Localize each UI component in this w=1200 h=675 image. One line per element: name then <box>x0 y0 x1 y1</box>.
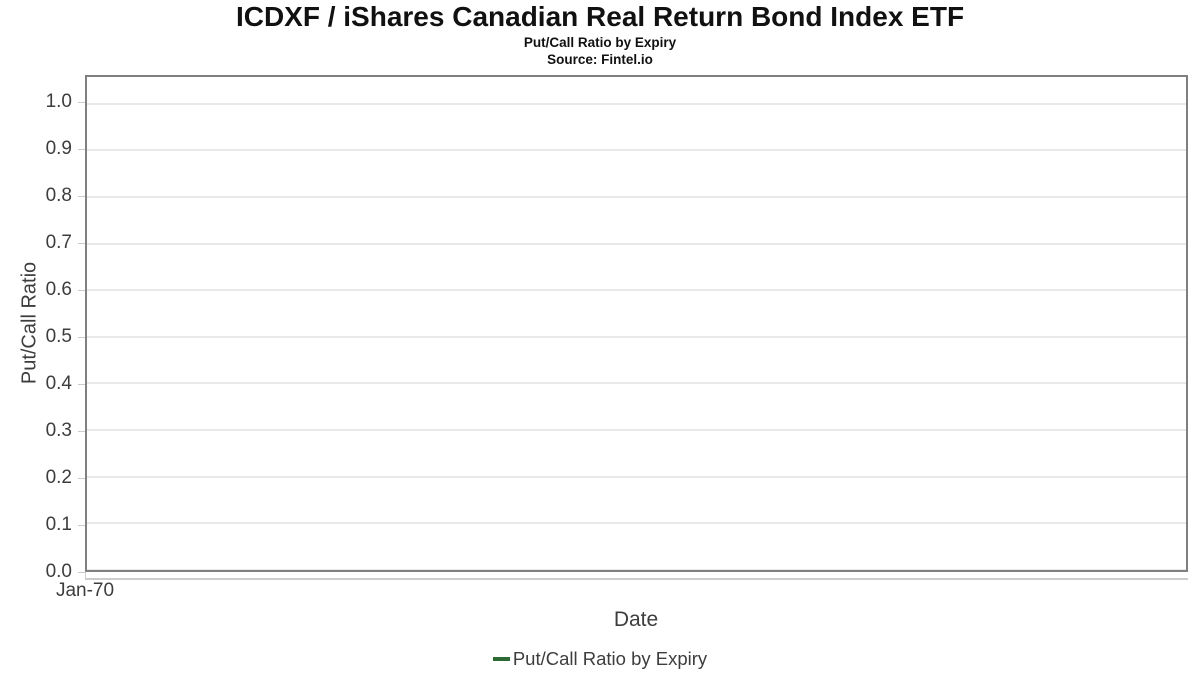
y-tick-label: 0.7 <box>45 231 72 253</box>
gridline <box>87 195 1186 198</box>
chart-source: Source: Fintel.io <box>547 52 653 67</box>
y-tick-mark <box>78 524 85 526</box>
x-axis-title: Date <box>613 608 659 631</box>
y-tick-label: 0.1 <box>45 513 72 535</box>
x-axis-line <box>85 578 1188 580</box>
y-axis-tick-labels: 0.0 0.1 0.2 0.3 0.4 0.5 0.6 0.7 0.8 0.9 1.0 <box>0 75 72 582</box>
x-tick-mark <box>85 572 86 578</box>
y-tick-mark <box>78 383 85 385</box>
x-axis-tick-marks <box>85 572 1188 578</box>
gridline <box>87 475 1186 478</box>
y-tick-mark <box>78 430 85 432</box>
y-tick-mark <box>78 148 85 150</box>
y-tick-label: 0.0 <box>45 561 72 582</box>
y-axis-tick-marks <box>78 75 85 573</box>
y-tick-mark <box>78 572 85 573</box>
plot-area <box>85 75 1188 572</box>
legend: Put/Call Ratio by Expiry <box>0 646 1200 672</box>
y-tick-mark <box>78 336 85 338</box>
y-tick-mark <box>78 101 85 103</box>
x-axis-tick-labels: Jan-70 <box>56 580 1188 604</box>
y-tick-label: 0.3 <box>45 419 72 441</box>
gridline <box>87 522 1186 525</box>
legend-label: Put/Call Ratio by Expiry <box>512 648 708 669</box>
gridline <box>87 429 1186 432</box>
y-tick-label: 1.0 <box>45 90 72 112</box>
chart-subtitle: Put/Call Ratio by Expiry <box>523 35 677 50</box>
x-tick-label: Jan-70 <box>55 580 115 601</box>
y-tick-label: 0.9 <box>45 137 72 159</box>
gridline <box>87 335 1186 338</box>
gridline <box>87 149 1186 152</box>
gridline <box>87 102 1186 105</box>
y-tick-label: 0.2 <box>45 466 72 488</box>
chart-title: ICDXF / iShares Canadian Real Return Bon… <box>235 1 965 32</box>
y-tick-label: 0.4 <box>45 372 72 394</box>
legend-line-marker-icon <box>492 657 510 661</box>
y-tick-mark <box>78 242 85 244</box>
gridline <box>87 569 1186 570</box>
y-tick-label: 0.8 <box>45 184 72 206</box>
y-tick-label: 0.5 <box>45 325 72 347</box>
y-tick-mark <box>78 289 85 291</box>
gridline <box>87 382 1186 385</box>
gridline <box>87 242 1186 245</box>
y-tick-mark <box>78 477 85 479</box>
y-tick-label: 0.6 <box>45 278 72 300</box>
y-tick-mark <box>78 195 85 197</box>
gridline <box>87 289 1186 292</box>
